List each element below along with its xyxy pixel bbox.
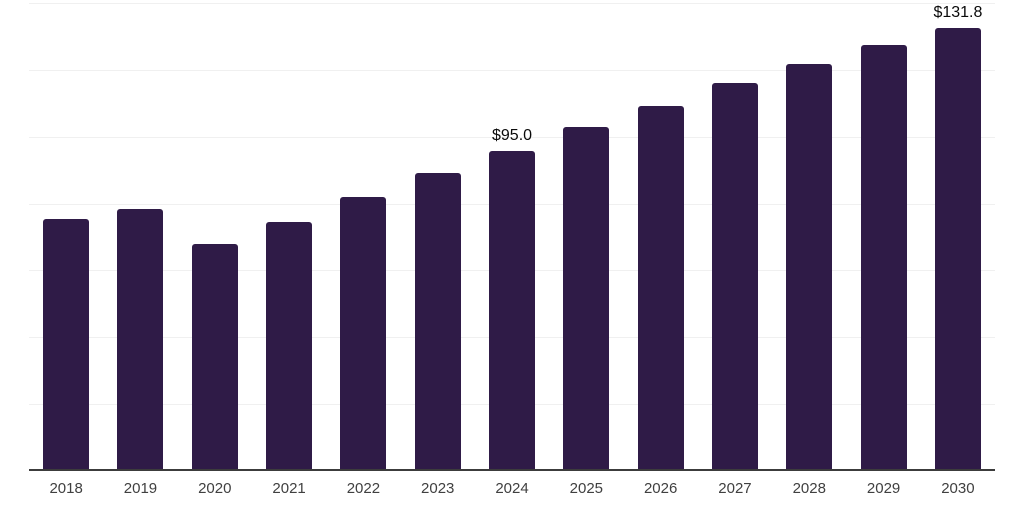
- x-tick-label-2025: 2025: [569, 480, 604, 497]
- bar-column-2024: $95.0: [475, 3, 549, 469]
- bar-column-2026: [624, 3, 698, 469]
- x-tick-label-2029: 2029: [866, 480, 901, 497]
- bar-2020: [191, 244, 238, 469]
- x-tick-label-2023: 2023: [421, 480, 455, 497]
- bar-column-2028: [772, 3, 846, 469]
- x-tick-label-2020: 2020: [198, 480, 232, 497]
- bar-column-2027: [698, 3, 772, 469]
- x-tick-label-2026: 2026: [643, 480, 678, 497]
- x-tick-label-2022: 2022: [346, 480, 381, 497]
- bar-column-2025: [549, 3, 623, 469]
- x-tick-label-2028: 2028: [792, 480, 826, 497]
- gridline: [29, 136, 995, 138]
- gridline: [29, 3, 995, 4]
- bar-column-2021: [252, 3, 326, 469]
- bar-column-2022: [326, 3, 400, 469]
- bar-2018: [43, 218, 90, 469]
- plot-area: $95.0 $131.8: [29, 3, 995, 471]
- bar-column-2030: $131.8: [921, 3, 995, 469]
- bar-column-2023: [401, 3, 475, 469]
- x-tick-label-2030: 2030: [941, 480, 975, 497]
- bar-2028: [786, 63, 833, 469]
- x-tick-label-2024: 2024: [495, 480, 529, 497]
- bar-2029: [860, 44, 907, 469]
- gridline: [29, 69, 995, 71]
- bar-column-2029: [846, 3, 920, 469]
- bar-column-2019: [103, 3, 177, 469]
- bar-2023: [414, 172, 461, 469]
- value-label-2024: $95.0: [492, 127, 533, 145]
- x-tick-label-2019: 2019: [123, 480, 158, 497]
- bar-column-2018: [29, 3, 103, 469]
- bar-2025: [563, 127, 610, 469]
- bar-2024: [489, 151, 536, 469]
- x-axis: 2018 2019 2020 2021 2022 2023 2024 2025 2026 2027…: [29, 480, 995, 502]
- x-tick-label-2021: 2021: [272, 480, 306, 497]
- bar-2030: [934, 28, 981, 469]
- bar-column-2020: [178, 3, 252, 469]
- x-tick-label-2018: 2018: [49, 480, 83, 497]
- x-tick-label-2027: 2027: [718, 480, 752, 497]
- bar-2021: [266, 221, 313, 469]
- value-label-2030: $131.8: [933, 4, 983, 22]
- bar-2022: [340, 196, 387, 469]
- bar-columns: $95.0 $131.8: [29, 3, 995, 469]
- bar-2026: [637, 106, 684, 469]
- bar-2019: [117, 208, 164, 469]
- bar-2027: [711, 83, 758, 469]
